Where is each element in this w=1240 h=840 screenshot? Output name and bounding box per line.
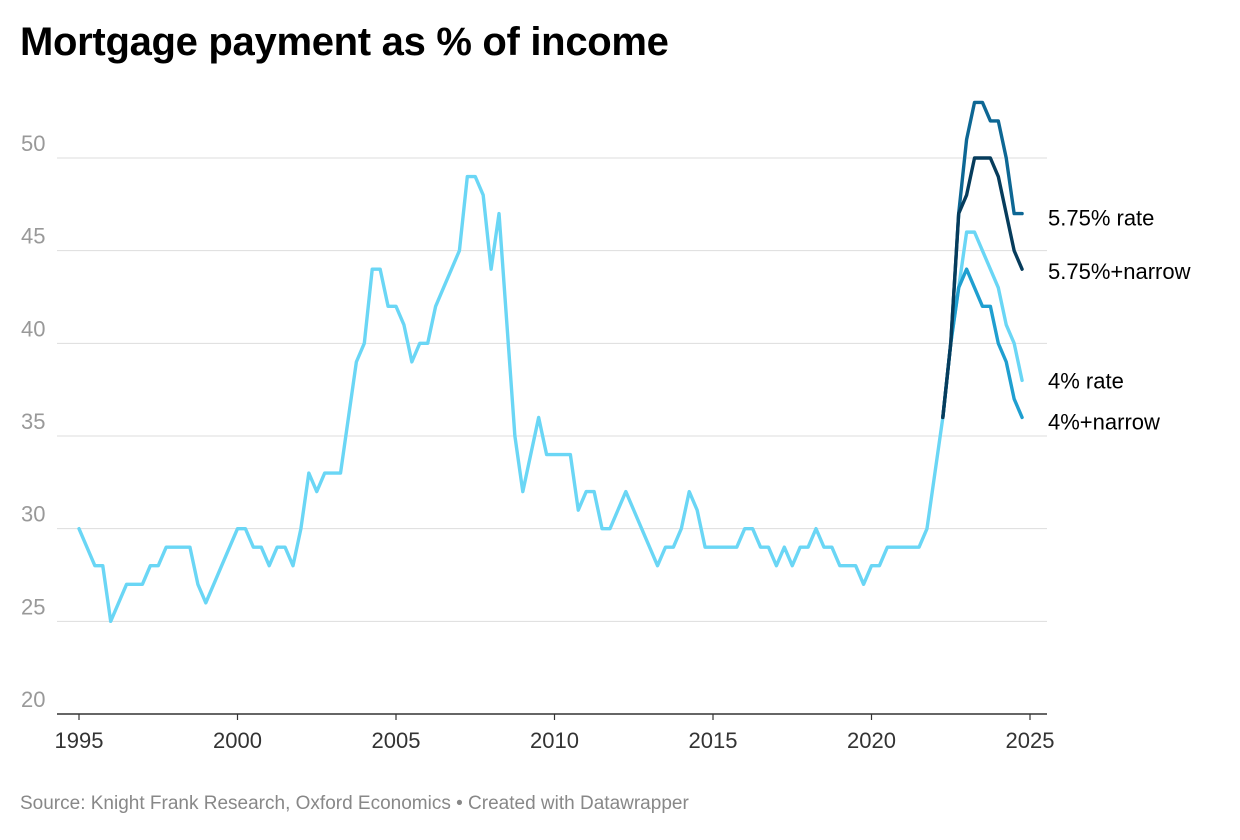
series-label-2: 4%+narrow: [1048, 409, 1160, 434]
x-tick-label: 2015: [689, 728, 738, 753]
y-tick-label: 45: [21, 224, 45, 249]
x-tick-label: 2020: [847, 728, 896, 753]
series-layer: [77, 100, 1024, 624]
x-tick-label: 2000: [213, 728, 262, 753]
x-tick-label: 1995: [55, 728, 104, 753]
y-tick-label: 25: [21, 594, 45, 619]
source-note: Source: Knight Frank Research, Oxford Ec…: [20, 793, 689, 814]
series-labels: 4% rate 4%+narrow 5.75% rate 5.75%+narrow: [1048, 206, 1191, 435]
series-label-3: 5.75% rate: [1048, 206, 1154, 231]
y-tick-label: 35: [21, 409, 45, 434]
series-line-4: [941, 156, 1024, 420]
x-tick-label: 2025: [1006, 728, 1055, 753]
x-tick-label: 2010: [530, 728, 579, 753]
x-tick-label: 2005: [372, 728, 421, 753]
grid-layer: [57, 157, 1047, 715]
y-tick-label: 30: [21, 502, 45, 527]
series-label-1: 4% rate: [1048, 368, 1124, 393]
chart-title: Mortgage payment as % of income: [20, 20, 669, 64]
series-line-1: [77, 174, 1024, 624]
y-tick-label: 40: [21, 316, 45, 341]
series-line-2: [941, 267, 1024, 420]
y-tick-label: 50: [21, 131, 45, 156]
y-tick-label: 20: [21, 687, 45, 712]
series-label-4: 5.75%+narrow: [1048, 259, 1191, 284]
